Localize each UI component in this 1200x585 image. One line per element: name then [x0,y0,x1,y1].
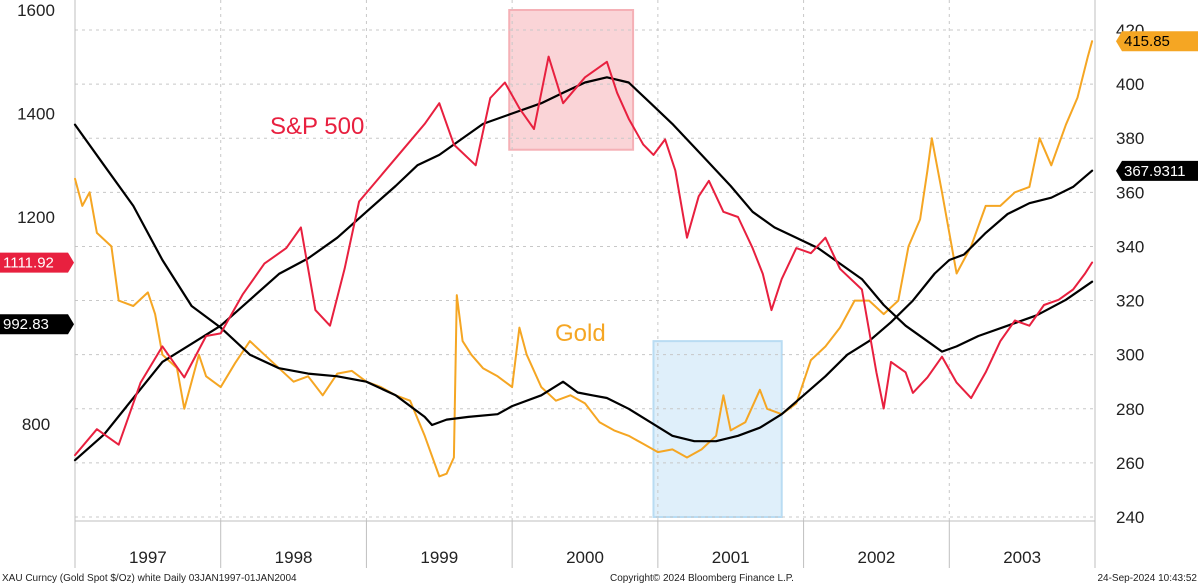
footer-source: XAU Curncy (Gold Spot $/Oz) white Daily … [2,573,297,584]
value-tag-shape [0,252,74,273]
right-tick-label: 380 [1116,129,1144,148]
left-tick-label: 1600 [17,1,55,20]
value-tag-label: 1111.92 [3,255,54,272]
left-tick-label: 800 [22,415,50,434]
right-tick-label: 260 [1116,454,1144,473]
series-line-s-p-500-moving-average [73,76,1094,462]
highlight-boxes [508,9,783,518]
series-labels: S&P 500 Gold [270,113,606,347]
left-tick-label: 1200 [17,208,55,227]
year-label: 1998 [275,548,313,567]
value-tag-label: 367.9311 [1124,163,1185,180]
left-tick-label: 1400 [17,105,55,124]
value-tag: 1111.92 [0,252,74,273]
sp500-series-label: S&P 500 [270,113,364,140]
value-tag: 367.9311 [1116,160,1198,181]
year-label: 2002 [858,548,896,567]
year-label: 2001 [712,548,750,567]
footer-timestamp: 24-Sep-2024 10:43:52 [1097,573,1197,584]
value-tag-label: 992.83 [3,316,49,333]
left-axis-ticks: 1600 1400 1200 800 [17,1,55,434]
series-lines [73,40,1094,478]
right-tick-label: 280 [1116,400,1144,419]
year-label: 1999 [420,548,458,567]
year-label: 1997 [129,548,167,567]
axes [74,0,1096,568]
value-tag-shape [1116,31,1198,52]
value-tag-shape [0,314,74,335]
right-tick-label: 320 [1116,292,1144,311]
right-tick-label: 300 [1116,346,1144,365]
series-line-gold [74,40,1094,478]
value-tags: 1111.92 992.83 415.85 367.9311 [0,31,1198,335]
right-tick-label: 340 [1116,237,1144,256]
series-line-s-p-500 [74,55,1094,457]
value-tag-label: 415.85 [1124,33,1170,50]
right-tick-label: 360 [1116,183,1144,202]
value-tag: 992.83 [0,314,74,335]
right-tick-label: 240 [1116,508,1144,527]
year-label: 2000 [566,548,604,567]
chart-footer: XAU Curncy (Gold Spot $/Oz) white Daily … [2,573,1197,584]
right-tick-label: 400 [1116,75,1144,94]
value-tag: 415.85 [1116,31,1198,52]
gold-series-label: Gold [555,320,606,347]
year-label: 2003 [1003,548,1041,567]
value-tag-shape [1116,160,1198,181]
x-axis-year-labels: 1997 1998 1999 2000 2001 2002 2003 [129,548,1041,567]
series-line-gold-moving-average [73,123,1094,443]
footer-copyright: Copyright© 2024 Bloomberg Finance L.P. [610,573,794,584]
